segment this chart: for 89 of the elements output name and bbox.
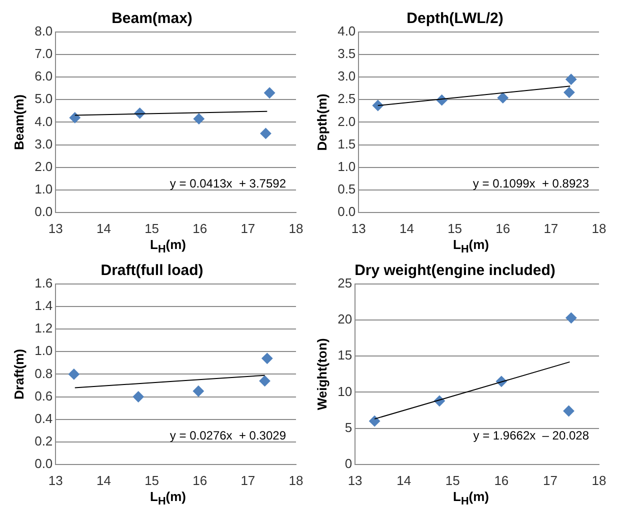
y-tick-label: 0.2 xyxy=(34,433,53,448)
x-tick-label: 13 xyxy=(48,220,63,236)
point xyxy=(192,386,204,397)
x-axis-title: L$_{H}$(m) xyxy=(149,489,187,508)
point xyxy=(69,112,80,124)
y-tick-label: 2.0 xyxy=(34,158,53,174)
point xyxy=(566,74,577,85)
x-tick-label: 16 xyxy=(494,472,509,488)
x-tick-label: 14 xyxy=(96,220,111,236)
y-tick-label: 1.2 xyxy=(34,320,53,336)
point xyxy=(264,87,276,98)
x-axis-title: L$_{H}$(m) xyxy=(452,237,490,256)
point xyxy=(497,92,508,104)
y-tick-label: 3.0 xyxy=(34,136,53,152)
y-tick-label: 8.0 xyxy=(34,24,53,39)
x-tick-label: 14 xyxy=(396,472,412,488)
y-tick-label: 10 xyxy=(338,384,352,399)
point xyxy=(369,416,380,427)
point xyxy=(372,100,384,112)
y-tick-label: 1.5 xyxy=(338,136,356,152)
y-tick-label: 1.0 xyxy=(34,343,53,358)
x-tick-label: 18 xyxy=(592,472,606,488)
point xyxy=(259,375,270,386)
point xyxy=(564,86,575,98)
point xyxy=(68,368,80,380)
x-tick-label: 18 xyxy=(592,220,606,236)
x-tick-label: 16 xyxy=(496,220,510,236)
y-tick-label: 0.0 xyxy=(34,204,53,219)
y-tick-label: 5.0 xyxy=(34,91,53,106)
y-tick-label: 1.0 xyxy=(34,181,53,196)
point xyxy=(563,406,574,416)
y-tick-label: 1.4 xyxy=(34,298,53,314)
y-tick-label: 6.0 xyxy=(34,68,53,84)
chart-title: Draft(full load) xyxy=(100,262,204,280)
x-tick-label: 13 xyxy=(348,472,362,488)
annotation: y = 1.9662x – 20.028 xyxy=(473,428,590,442)
x-axis-title: L$_{H}$(m) xyxy=(452,489,490,508)
y-tick-label: 0.8 xyxy=(34,366,53,381)
y-tick-label: 0.0 xyxy=(34,456,53,471)
y-tick-label: 0.5 xyxy=(338,181,356,196)
y-tick-label: 3.0 xyxy=(338,68,356,84)
chart-title: Beam(max) xyxy=(112,10,192,28)
y-tick-label: 1.0 xyxy=(338,158,356,174)
x-tick-label: 17 xyxy=(240,220,256,236)
x-tick-label: 14 xyxy=(96,472,111,488)
x-tick-label: 15 xyxy=(144,472,160,488)
y-tick-label: 25 xyxy=(338,276,352,291)
x-tick-label: 16 xyxy=(192,472,208,488)
x-tick-label: 17 xyxy=(544,220,558,236)
y-tick-label: 0.0 xyxy=(338,204,356,219)
y-axis-title: Beam(m) xyxy=(11,94,26,150)
y-tick-label: 1.6 xyxy=(34,276,53,291)
x-tick-label: 13 xyxy=(48,472,63,488)
y-tick-label: 0.4 xyxy=(34,410,53,426)
x-axis-title: L$_{H}$(m) xyxy=(149,237,187,256)
point xyxy=(260,128,272,139)
y-axis-title: Weight(ton) xyxy=(314,338,330,410)
y-tick-label: 2.0 xyxy=(338,114,356,129)
point xyxy=(566,312,577,324)
y-tick-label: 5 xyxy=(344,420,352,435)
chart-title: Depth(LWL/2) xyxy=(406,10,504,28)
point xyxy=(132,391,144,402)
point xyxy=(193,113,204,124)
annotation: y = 0.0413x + 3.7592 xyxy=(170,176,286,190)
y-axis-title: Depth(m) xyxy=(314,94,330,151)
y-tick-label: 7.0 xyxy=(34,46,53,62)
x-tick-label: 18 xyxy=(288,220,304,236)
y-tick-label: 0 xyxy=(344,456,352,471)
annotation: y = 0.0276x + 0.3029 xyxy=(170,428,286,442)
x-tick-label: 14 xyxy=(400,220,414,236)
x-tick-label: 18 xyxy=(288,472,304,488)
y-tick-label: 2.5 xyxy=(338,91,356,106)
x-tick-label: 15 xyxy=(445,472,460,488)
y-tick-label: 20 xyxy=(338,312,352,327)
point xyxy=(262,352,273,364)
annotation: y = 0.1099x + 0.8923 xyxy=(472,176,590,190)
x-tick-label: 16 xyxy=(192,220,208,236)
x-tick-label: 15 xyxy=(144,220,160,236)
y-tick-label: 15 xyxy=(338,348,352,363)
y-tick-label: 3.5 xyxy=(338,46,356,62)
x-tick-label: 13 xyxy=(351,220,366,236)
chart-title: Dry weight(engine included) xyxy=(354,262,556,280)
x-tick-label: 17 xyxy=(542,472,558,488)
y-axis-title: Draft(m) xyxy=(11,348,26,400)
x-tick-label: 15 xyxy=(448,220,462,236)
x-tick-label: 17 xyxy=(240,472,256,488)
y-tick-label: 4.0 xyxy=(34,114,53,129)
y-tick-label: 0.6 xyxy=(34,388,53,404)
y-tick-label: 4.0 xyxy=(338,24,356,39)
